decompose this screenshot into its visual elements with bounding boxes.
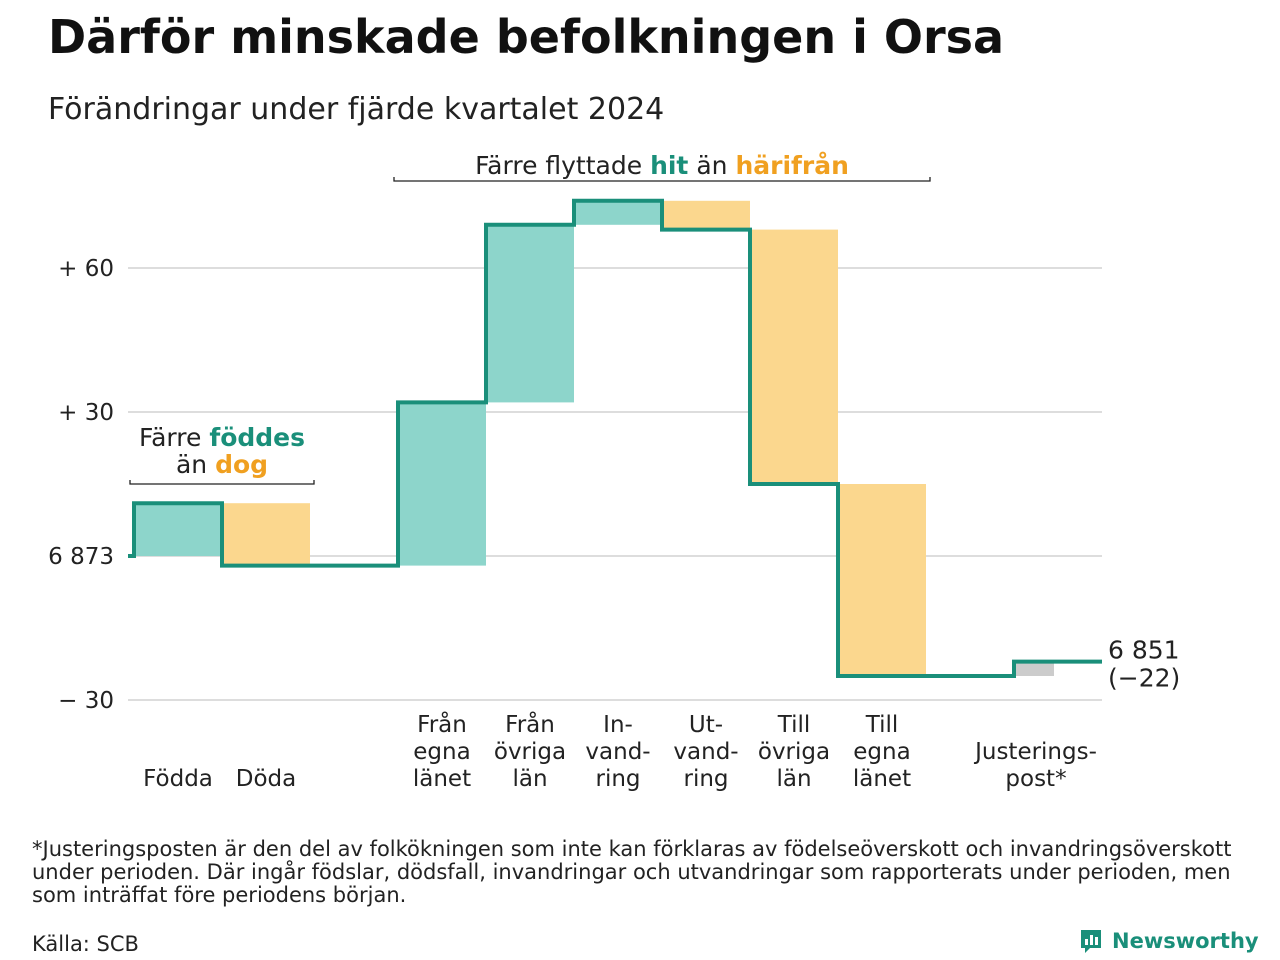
category-label: län [776, 766, 811, 792]
annotation-bracket [393, 177, 931, 182]
category-label: Ut- [689, 712, 723, 738]
waterfall-bar [134, 503, 222, 556]
end-value-label: 6 851 [1108, 636, 1180, 665]
category-label: Födda [143, 766, 213, 792]
waterfall-bar [398, 402, 486, 566]
category-label: län [512, 766, 547, 792]
chart-title: Därför minskade befolkningen i Orsa [48, 10, 1005, 64]
annotation-span: än [688, 151, 735, 180]
category-label: egna [413, 739, 470, 765]
y-tick-label: + 60 [58, 256, 114, 282]
cumulative-line [128, 198, 1102, 678]
category-label: Till [777, 712, 811, 738]
y-tick-label: + 30 [58, 400, 114, 426]
category-label: länet [413, 766, 471, 792]
category-label: länet [853, 766, 911, 792]
category-label: ring [595, 766, 640, 792]
annotation-span: föddes [209, 423, 305, 452]
waterfall-bar [574, 200, 662, 225]
annotation-text: än dog [176, 450, 268, 479]
waterfall-bar [222, 503, 310, 566]
newsworthy-logo-icon [1081, 930, 1101, 953]
category-label: övriga [494, 739, 566, 765]
waterfall-bar [662, 200, 750, 230]
category-label: In- [603, 712, 633, 738]
category-label: Döda [236, 766, 296, 792]
newsworthy-logo: Newsworthy [1078, 928, 1259, 954]
category-label: Från [505, 710, 555, 738]
newsworthy-logo-text: Newsworthy [1112, 929, 1259, 953]
annotation-span: hit [650, 151, 688, 180]
category-label: övriga [758, 739, 830, 765]
annotation-span: härifrån [735, 151, 848, 180]
category-label: Justerings- [973, 739, 1097, 765]
end-change-label: (−22) [1108, 664, 1180, 693]
annotation-span: dog [215, 450, 268, 479]
annotation-text: Färre föddes [139, 423, 305, 452]
category-label: Från [417, 710, 467, 738]
waterfall-bar [750, 229, 838, 484]
annotation-bracket [129, 480, 315, 485]
waterfall-bar [486, 224, 574, 403]
category-label: ring [683, 766, 728, 792]
annotation-span: Färre [139, 423, 209, 452]
category-label: egna [853, 739, 910, 765]
annotation-span: än [176, 450, 215, 479]
annotation-span: Färre flyttade [475, 151, 650, 180]
y-tick-label: − 30 [58, 688, 114, 714]
footnote: *Justeringsposten är den del av folkökni… [32, 837, 1232, 907]
annotation-text: Färre flyttade hit än härifrån [475, 151, 849, 180]
waterfall-chart: + 60 + 30 6 873 − 30 6 851(−22) Födda Döda Från… [48, 151, 1180, 792]
category-label: vand- [673, 739, 738, 765]
category-label: vand- [585, 739, 650, 765]
category-label: post* [1005, 766, 1066, 792]
waterfall-bar [1014, 661, 1054, 676]
source-note: Källa: SCB [32, 932, 139, 956]
waterfall-bar [838, 484, 926, 676]
chart-subtitle: Förändringar under fjärde kvartalet 2024 [48, 92, 665, 127]
y-tick-label: 6 873 [48, 544, 114, 570]
category-label: Till [865, 712, 899, 738]
